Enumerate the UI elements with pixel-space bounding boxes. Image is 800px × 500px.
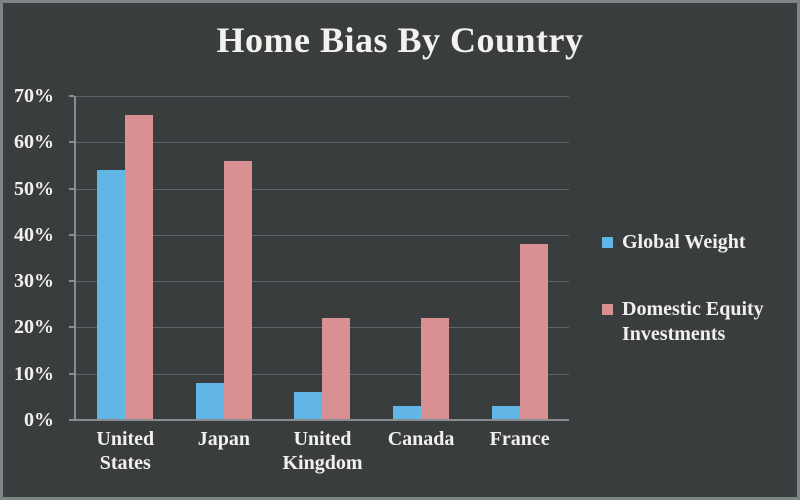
bars-layer (76, 96, 569, 420)
y-tick-20 (69, 326, 74, 329)
bar-domestic-equity-investments (421, 318, 450, 420)
bar-domestic-equity-investments (223, 160, 252, 420)
bar-domestic-equity-investments (322, 318, 351, 420)
plot-area (69, 95, 569, 421)
chart-title: Home Bias By Country (216, 20, 584, 60)
bar-group-united-kingdom (273, 96, 372, 420)
legend-label: Domestic Equity Investments (622, 298, 764, 345)
bar-domestic-equity-investments (519, 244, 548, 420)
global-weight-swatch (602, 237, 613, 248)
y-tick-30 (69, 280, 74, 283)
x-axis-labels: United States Japan United Kingdom Canada Fr… (76, 427, 569, 475)
bar-group-japan (175, 96, 274, 420)
bar-group-united-states (76, 96, 175, 420)
legend-item-domestic-equity-investments: Domestic Equity Investments (602, 297, 794, 347)
bar-global-weight (195, 382, 224, 420)
legend-item-global-weight: Global Weight (602, 230, 794, 255)
y-axis-label: 20% (14, 316, 54, 339)
y-tick-0 (69, 419, 74, 421)
bar-global-weight (97, 170, 126, 420)
y-axis-label: 30% (14, 270, 54, 293)
x-axis-label: United Kingdom (282, 428, 363, 474)
bar-global-weight (393, 406, 422, 420)
legend: Global Weight Domestic Equity Investments (602, 230, 794, 389)
x-axis-label: United States (96, 428, 155, 474)
bar-domestic-equity-investments (125, 114, 154, 420)
bar-global-weight (491, 406, 520, 420)
gridline-40 (76, 234, 569, 236)
y-axis-label: 60% (14, 131, 54, 154)
y-axis-label: 70% (14, 85, 54, 107)
gridline-30 (76, 281, 569, 283)
y-axis-line (74, 96, 76, 420)
y-axis-label: 0% (24, 409, 54, 431)
domestic-equity-investments-swatch (602, 304, 613, 315)
y-tick-50 (69, 187, 74, 190)
x-axis-label: Japan (197, 428, 251, 450)
y-tick-10 (69, 372, 74, 375)
x-axis-label: France (489, 428, 550, 450)
y-axis-label: 10% (14, 362, 54, 385)
gridline-60 (76, 142, 569, 144)
gridline-50 (76, 188, 569, 190)
bar-group-canada (372, 96, 471, 420)
y-tick-40 (69, 233, 74, 236)
legend-label: Global Weight (622, 231, 746, 253)
y-tick-60 (69, 141, 74, 144)
y-axis-label: 50% (14, 177, 54, 200)
x-axis-line (74, 419, 569, 421)
x-axis-label: Canada (387, 428, 455, 450)
gridline-70 (76, 96, 569, 97)
bar-group-france (470, 96, 569, 420)
y-tick-70 (69, 95, 74, 97)
y-axis-labels: 0% 10% 20% 30% 40% 50% 60% 70% (3, 86, 65, 430)
bar-global-weight (294, 392, 323, 420)
y-axis-label: 40% (14, 223, 54, 246)
